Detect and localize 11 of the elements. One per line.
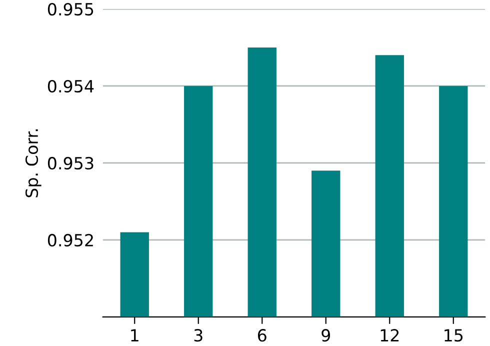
x-tick-label: 6 bbox=[258, 329, 266, 342]
y-axis-title: Sp. Corr. bbox=[25, 129, 42, 198]
x-tick-label: 12 bbox=[380, 329, 399, 342]
x-tick-label: 9 bbox=[322, 329, 330, 342]
y-tick-label: 0.954 bbox=[48, 80, 94, 93]
y-tick-label: 0.955 bbox=[48, 2, 94, 16]
x-tick-label: 1 bbox=[131, 329, 138, 342]
x-tick-label: 3 bbox=[194, 329, 202, 342]
y-tick-label: 0.953 bbox=[48, 156, 94, 170]
x-tick-label: 15 bbox=[444, 329, 463, 342]
y-tick-label: 0.952 bbox=[48, 234, 93, 247]
